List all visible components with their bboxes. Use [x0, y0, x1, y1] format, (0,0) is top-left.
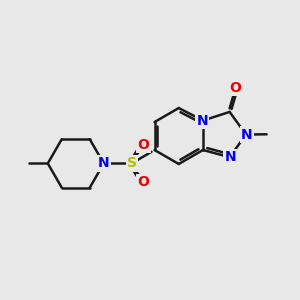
- Text: O: O: [137, 175, 149, 189]
- Text: S: S: [127, 156, 137, 170]
- Text: O: O: [137, 138, 149, 152]
- Text: N: N: [241, 128, 252, 142]
- Text: N: N: [196, 114, 208, 128]
- Text: N: N: [224, 150, 236, 164]
- Text: N: N: [98, 156, 109, 170]
- Text: O: O: [229, 81, 241, 95]
